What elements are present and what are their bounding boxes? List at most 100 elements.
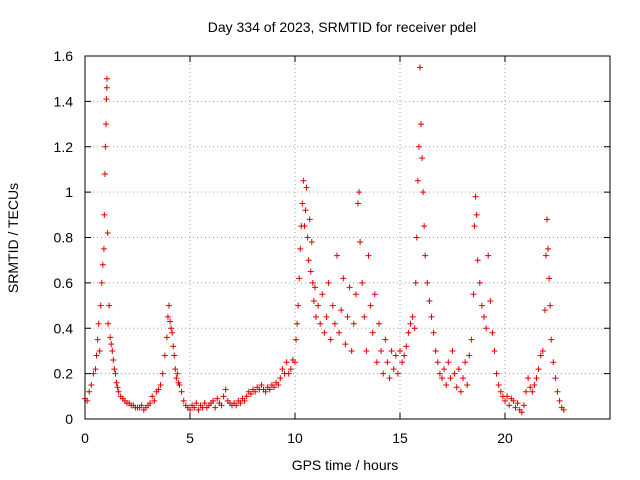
data-point: [97, 302, 104, 309]
data-point: [514, 400, 521, 407]
data-point: [545, 245, 552, 252]
y-tick-label: 1.6: [54, 48, 74, 64]
data-point: [169, 329, 176, 336]
data-point: [321, 329, 328, 336]
data-point: [112, 370, 119, 377]
data-point: [422, 252, 429, 259]
data-point: [531, 381, 538, 388]
data-point: [92, 366, 99, 373]
data-point: [299, 200, 306, 207]
data-point: [193, 400, 200, 407]
data-point: [149, 393, 156, 400]
y-tick-label: 0.8: [54, 230, 74, 246]
y-axis-label: SRMTID / TECUs: [5, 183, 21, 293]
data-point: [491, 347, 498, 354]
data-point: [426, 298, 433, 305]
data-point: [93, 352, 100, 359]
data-point: [376, 320, 382, 327]
data-point: [518, 409, 525, 416]
data-point: [94, 336, 101, 343]
data-point: [394, 370, 401, 377]
data-point: [392, 352, 399, 359]
data-point: [552, 375, 559, 382]
data-point: [86, 388, 93, 395]
data-point: [355, 200, 361, 207]
data-point: [252, 388, 259, 395]
data-point: [554, 388, 561, 395]
data-point: [471, 223, 478, 230]
data-point: [451, 370, 458, 377]
data-point: [413, 234, 420, 241]
data-point: [271, 384, 277, 391]
data-point: [218, 402, 225, 409]
data-point: [399, 359, 406, 366]
data-point: [195, 406, 202, 413]
data-point: [367, 302, 374, 309]
data-point: [161, 352, 168, 359]
x-axis-label: GPS time / hours: [292, 457, 399, 473]
data-point: [550, 359, 557, 366]
data-point: [163, 334, 170, 341]
y-tick-label: 1: [65, 184, 73, 200]
data-point: [176, 381, 183, 388]
data-point: [348, 347, 355, 354]
data-point: [418, 121, 424, 128]
data-point: [327, 336, 334, 343]
data-point: [168, 325, 175, 332]
data-point: [369, 329, 376, 336]
data-point: [104, 229, 111, 236]
data-point: [485, 252, 492, 259]
data-point: [539, 347, 546, 354]
data-point: [455, 366, 462, 373]
data-point: [361, 313, 368, 320]
data-point: [258, 381, 265, 388]
data-point: [415, 143, 422, 150]
data-point: [338, 307, 345, 314]
data-point: [380, 370, 387, 377]
data-point: [405, 329, 412, 336]
data-point: [172, 366, 179, 373]
data-point: [502, 397, 508, 404]
data-point: [170, 343, 177, 350]
x-tick-label: 10: [287, 430, 303, 446]
data-point: [441, 366, 448, 373]
data-point: [233, 402, 240, 409]
data-point: [436, 370, 443, 377]
data-point: [319, 291, 326, 298]
x-tick-labels: 0 5 10 15 20: [81, 430, 513, 446]
data-point: [275, 381, 282, 388]
data-point: [424, 279, 431, 286]
data-point: [323, 313, 330, 320]
data-point: [102, 143, 109, 150]
data-point: [547, 302, 554, 309]
data-point: [309, 279, 316, 286]
data-point: [363, 347, 370, 354]
data-point: [464, 381, 471, 388]
data-point: [155, 386, 162, 393]
data-point: [99, 261, 106, 268]
data-point: [527, 384, 534, 391]
data-point: [164, 313, 171, 320]
data-point: [401, 352, 408, 359]
data-point: [476, 279, 483, 286]
data-point: [529, 388, 536, 395]
data-point: [247, 391, 254, 398]
y-tick-label: 1.4: [54, 93, 74, 109]
data-point: [103, 84, 110, 91]
data-point: [378, 347, 385, 354]
data-point: [346, 284, 353, 291]
data-point: [315, 302, 322, 309]
data-point: [434, 359, 441, 366]
data-point: [103, 96, 110, 103]
data-point: [301, 223, 308, 230]
data-point: [313, 313, 319, 320]
data-point: [520, 402, 527, 409]
grid: [85, 56, 610, 419]
data-point: [115, 388, 122, 395]
data-point: [108, 341, 115, 348]
data-point: [445, 359, 452, 366]
data-point: [292, 359, 298, 366]
data-point: [297, 245, 304, 252]
data-point: [340, 275, 347, 282]
data-point: [317, 320, 324, 327]
